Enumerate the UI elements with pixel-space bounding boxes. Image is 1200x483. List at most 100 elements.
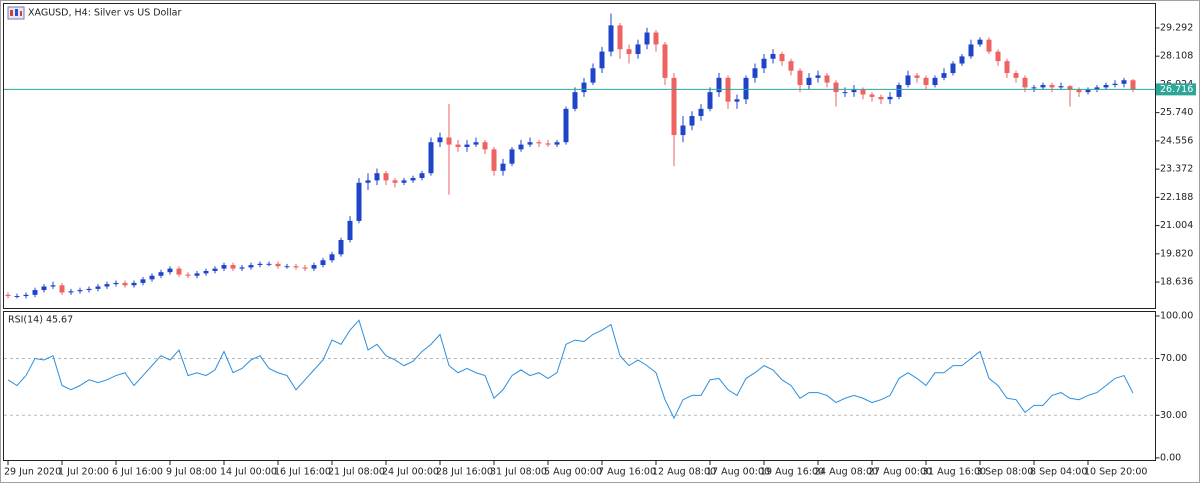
candle-body: [77, 290, 83, 292]
candle-body: [275, 263, 281, 267]
price-pane: [3, 3, 1156, 309]
candle-body: [1004, 61, 1010, 74]
candle-body: [266, 263, 272, 265]
x-tick-label: 31 Aug 16:00: [922, 467, 986, 478]
candle-body: [1058, 86, 1064, 88]
x-tick-label: 3 Sep 08:00: [976, 467, 1033, 478]
y-tick-label: 25.740: [1160, 107, 1193, 118]
y-tick-label: 30.00: [1160, 410, 1187, 421]
symbol-icon: [7, 6, 25, 20]
candle-body: [590, 68, 596, 83]
candle-body: [59, 285, 65, 293]
candle-body: [491, 149, 497, 171]
candle-body: [959, 56, 965, 64]
candle-body: [1085, 89, 1091, 93]
candle-body: [248, 265, 254, 268]
x-tick-label: 1 Jul 20:00: [58, 467, 109, 478]
candle-body: [455, 144, 461, 147]
candle-body: [779, 53, 785, 62]
candle-body: [104, 284, 110, 287]
candle-body: [923, 77, 929, 85]
x-tick-label: 9 Jul 08:00: [166, 467, 217, 478]
indicator-pane: [3, 311, 1156, 461]
candle-body: [221, 265, 227, 269]
candle-body: [374, 173, 380, 181]
candle-body: [716, 77, 722, 93]
candle-body: [86, 288, 92, 291]
candle-body: [572, 92, 578, 109]
x-tick-label: 21 Jul 08:00: [328, 467, 385, 478]
candle-body: [806, 77, 812, 85]
candle-body: [311, 265, 317, 269]
candle-body: [878, 96, 884, 100]
candle-body: [131, 282, 137, 286]
candle-body: [464, 144, 470, 147]
candle-body: [788, 61, 794, 71]
candle-body: [905, 75, 911, 85]
candle-body: [977, 39, 983, 45]
candle-body: [410, 177, 416, 181]
candle-body: [50, 285, 56, 287]
candle-body: [1031, 87, 1037, 89]
candle-body: [1121, 80, 1127, 84]
candle-body: [1040, 84, 1046, 88]
candle-body: [671, 77, 677, 136]
indicator-label: RSI(14) 45.67: [8, 315, 73, 326]
candle-body: [257, 263, 263, 266]
rsi-line: [7, 319, 1134, 420]
candle-body: [41, 286, 47, 291]
candle-body: [293, 266, 299, 268]
candle-body: [14, 296, 20, 298]
candle-body: [1130, 80, 1136, 90]
candle-body: [752, 68, 758, 78]
y-tick-label: 18.636: [1160, 277, 1193, 288]
y-tick-label: 23.372: [1160, 164, 1193, 175]
candle-body: [914, 75, 920, 78]
candle-body: [194, 273, 200, 276]
candle-body: [149, 275, 155, 280]
candle-body: [1112, 83, 1118, 85]
candle-body: [176, 268, 182, 275]
candle-body: [599, 51, 605, 69]
candle-body: [446, 137, 452, 145]
y-tick-label: 22.188: [1160, 192, 1193, 203]
candle-body: [437, 137, 443, 143]
candle-body: [1067, 86, 1073, 90]
x-tick-label: 31 Jul 08:00: [490, 467, 547, 478]
y-tick-label: 21.004: [1160, 220, 1193, 231]
candle-body: [824, 75, 830, 83]
candle-body: [770, 53, 776, 59]
x-tick-label: 7 Aug 16:00: [598, 467, 656, 478]
candle-body: [626, 49, 632, 54]
candle-body: [302, 267, 308, 269]
candle-body: [1022, 77, 1028, 88]
candle-body: [635, 44, 641, 54]
candle-body: [680, 125, 686, 136]
candle-body: [167, 268, 173, 273]
candle-body: [563, 108, 569, 143]
candle-body: [203, 270, 209, 274]
current-price-tag: [1156, 83, 1196, 96]
candle-body: [950, 63, 956, 74]
candle-body: [158, 272, 164, 276]
y-tick-label: 28.108: [1160, 51, 1193, 62]
x-tick-label: 10 Sep 20:00: [1084, 467, 1147, 478]
candle-body: [239, 267, 245, 269]
y-tick-label: 19.820: [1160, 248, 1193, 259]
candle-body: [329, 254, 335, 261]
candle-body: [707, 92, 713, 109]
candle-body: [1076, 89, 1082, 93]
candle-body: [815, 75, 821, 78]
x-tick-label: 29 Jun 2020: [4, 467, 61, 478]
x-tick-label: 17 Aug 00:00: [706, 467, 770, 478]
candle-body: [428, 142, 434, 174]
candle-body: [941, 73, 947, 78]
candle-body: [887, 96, 893, 100]
candle-body: [527, 142, 533, 145]
candle-body: [1049, 84, 1055, 88]
candle-body: [230, 265, 236, 269]
y-tick-label: 70.00: [1160, 353, 1187, 364]
y-tick-label: 29.292: [1160, 22, 1193, 33]
x-tick-label: 16 Jul 16:00: [274, 467, 331, 478]
